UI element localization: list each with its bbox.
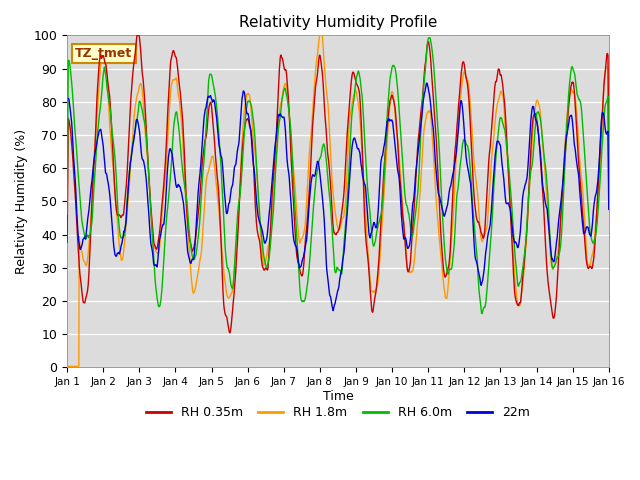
X-axis label: Time: Time — [323, 390, 353, 403]
Legend: RH 0.35m, RH 1.8m, RH 6.0m, 22m: RH 0.35m, RH 1.8m, RH 6.0m, 22m — [141, 401, 534, 424]
Title: Relativity Humidity Profile: Relativity Humidity Profile — [239, 15, 437, 30]
Text: TZ_tmet: TZ_tmet — [76, 47, 132, 60]
Y-axis label: Relativity Humidity (%): Relativity Humidity (%) — [15, 129, 28, 274]
